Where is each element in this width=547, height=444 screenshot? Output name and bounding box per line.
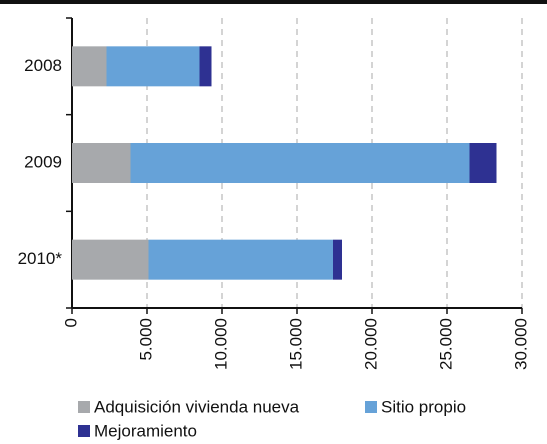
legend-swatch: [78, 425, 90, 437]
x-tick-label: 25.000: [436, 318, 455, 370]
y-tick-label: 2009: [24, 152, 62, 171]
bar-segment: [72, 46, 107, 87]
legend-label: Mejoramiento: [94, 421, 197, 440]
bar-segment: [333, 239, 342, 280]
y-tick-label: 2008: [24, 56, 62, 75]
legend-label: Sitio propio: [381, 397, 466, 416]
top-rule: [0, 0, 547, 4]
x-tick-label: 30.000: [511, 318, 530, 370]
x-tick-label: 10.000: [211, 318, 230, 370]
x-tick-label: 20.000: [361, 318, 380, 370]
x-tick-label: 5.000: [136, 318, 155, 361]
bar-segment: [130, 143, 470, 183]
bar-segment: [72, 143, 131, 183]
bar-segment: [72, 239, 149, 280]
bar-segment: [469, 143, 497, 183]
legend-swatch: [365, 401, 377, 413]
bar-segment: [199, 46, 212, 87]
x-tick-label: 15.000: [286, 318, 305, 370]
bar-segment: [148, 239, 333, 280]
legend-swatch: [78, 401, 90, 413]
legend-label: Adquisición vivienda nueva: [94, 397, 300, 416]
bar-segment: [106, 46, 200, 87]
x-tick-label: 0: [61, 318, 80, 327]
y-tick-label: 2010*: [18, 249, 63, 268]
